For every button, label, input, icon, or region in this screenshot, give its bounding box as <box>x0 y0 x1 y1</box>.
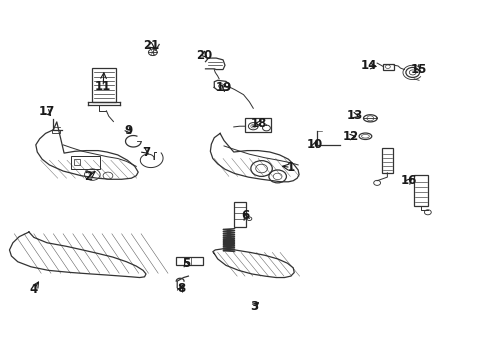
Text: 3: 3 <box>250 300 258 313</box>
Text: 2: 2 <box>84 170 92 183</box>
Bar <box>176 257 203 265</box>
Text: 17: 17 <box>39 105 55 118</box>
Text: 18: 18 <box>250 117 267 130</box>
Text: 5: 5 <box>182 257 190 270</box>
Text: 13: 13 <box>346 109 362 122</box>
Bar <box>71 156 100 169</box>
Text: 11: 11 <box>95 80 111 93</box>
Bar <box>52 130 60 134</box>
Text: 20: 20 <box>196 49 212 62</box>
Bar <box>245 118 270 132</box>
Bar <box>413 175 427 206</box>
Text: 16: 16 <box>400 174 417 187</box>
Text: 1: 1 <box>286 161 294 174</box>
Text: 6: 6 <box>241 210 249 222</box>
Text: 7: 7 <box>142 145 150 158</box>
Text: 15: 15 <box>410 63 427 76</box>
Bar <box>74 159 80 165</box>
Bar <box>381 148 392 173</box>
Bar <box>233 202 245 226</box>
Bar <box>92 68 116 102</box>
Text: 12: 12 <box>342 130 358 144</box>
Text: 14: 14 <box>360 59 376 72</box>
Text: 9: 9 <box>124 124 132 137</box>
Text: 21: 21 <box>142 39 159 52</box>
Text: 4: 4 <box>30 283 38 296</box>
Bar <box>383 64 393 69</box>
Text: 19: 19 <box>215 81 232 94</box>
Text: 10: 10 <box>306 138 323 150</box>
Text: 8: 8 <box>177 282 185 295</box>
